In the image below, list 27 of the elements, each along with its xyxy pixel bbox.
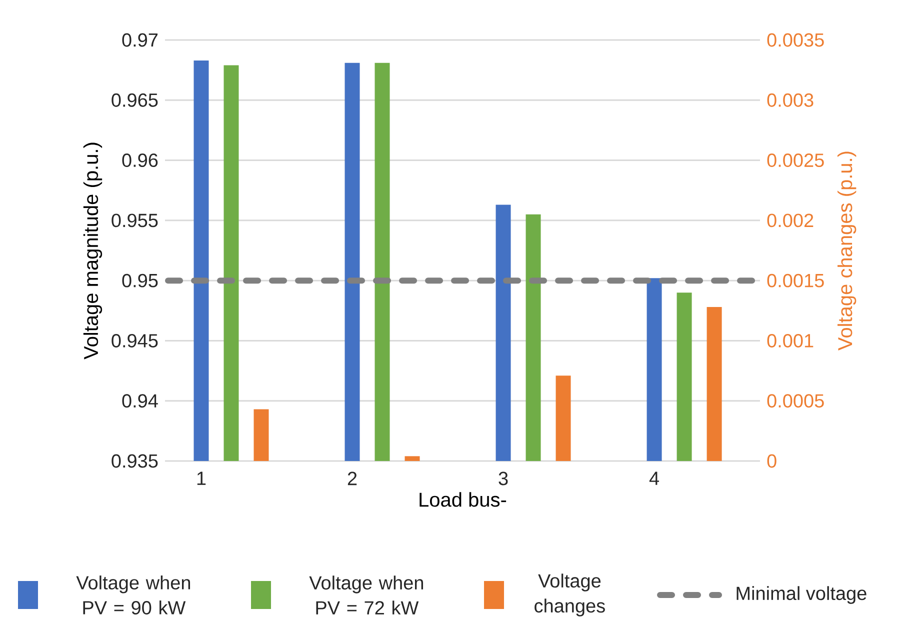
y-tick-label: 0.96 xyxy=(122,154,158,168)
y2-axis-title: Voltage changes (p.u.) xyxy=(838,152,856,350)
y2-tick-label: 0.0025 xyxy=(767,154,824,168)
y2-tick-label: 0.003 xyxy=(767,93,814,107)
y2-tick-label: 0.0015 xyxy=(767,274,824,288)
y-tick-label: 0.965 xyxy=(112,93,158,107)
y2-tick-label: 0.0005 xyxy=(767,394,824,408)
y-tick-label: 0.95 xyxy=(122,274,158,288)
y-tick-label: 0.94 xyxy=(122,394,158,408)
y2-tick-label: 0.001 xyxy=(767,334,814,348)
x-tick-label: 4 xyxy=(649,472,660,485)
y2-tick-label: 0.002 xyxy=(767,214,814,228)
legend-label: Voltage when PV = 72 kW xyxy=(309,576,424,614)
y2-tick-label: 0 xyxy=(767,454,776,468)
x-tick-label: 3 xyxy=(498,472,508,486)
y-tick-label: 0.955 xyxy=(112,214,158,228)
legend-label: Minimal voltage xyxy=(736,586,866,604)
y-axis-title: Voltage magnitude (p.u.) xyxy=(83,142,102,360)
y-tick-label: 0.97 xyxy=(122,33,158,47)
x-tick-label: 2 xyxy=(348,472,357,486)
y-tick-label: 0.935 xyxy=(112,454,158,468)
x-axis-title: Load bus- xyxy=(420,492,506,507)
y-tick-label: 0.945 xyxy=(112,334,158,348)
legend-label: Voltage changes xyxy=(534,574,605,616)
y2-tick-label: 0.0035 xyxy=(767,33,824,47)
x-tick-label: 1 xyxy=(197,472,206,485)
legend-label: Voltage when PV = 90 kW xyxy=(76,576,190,614)
